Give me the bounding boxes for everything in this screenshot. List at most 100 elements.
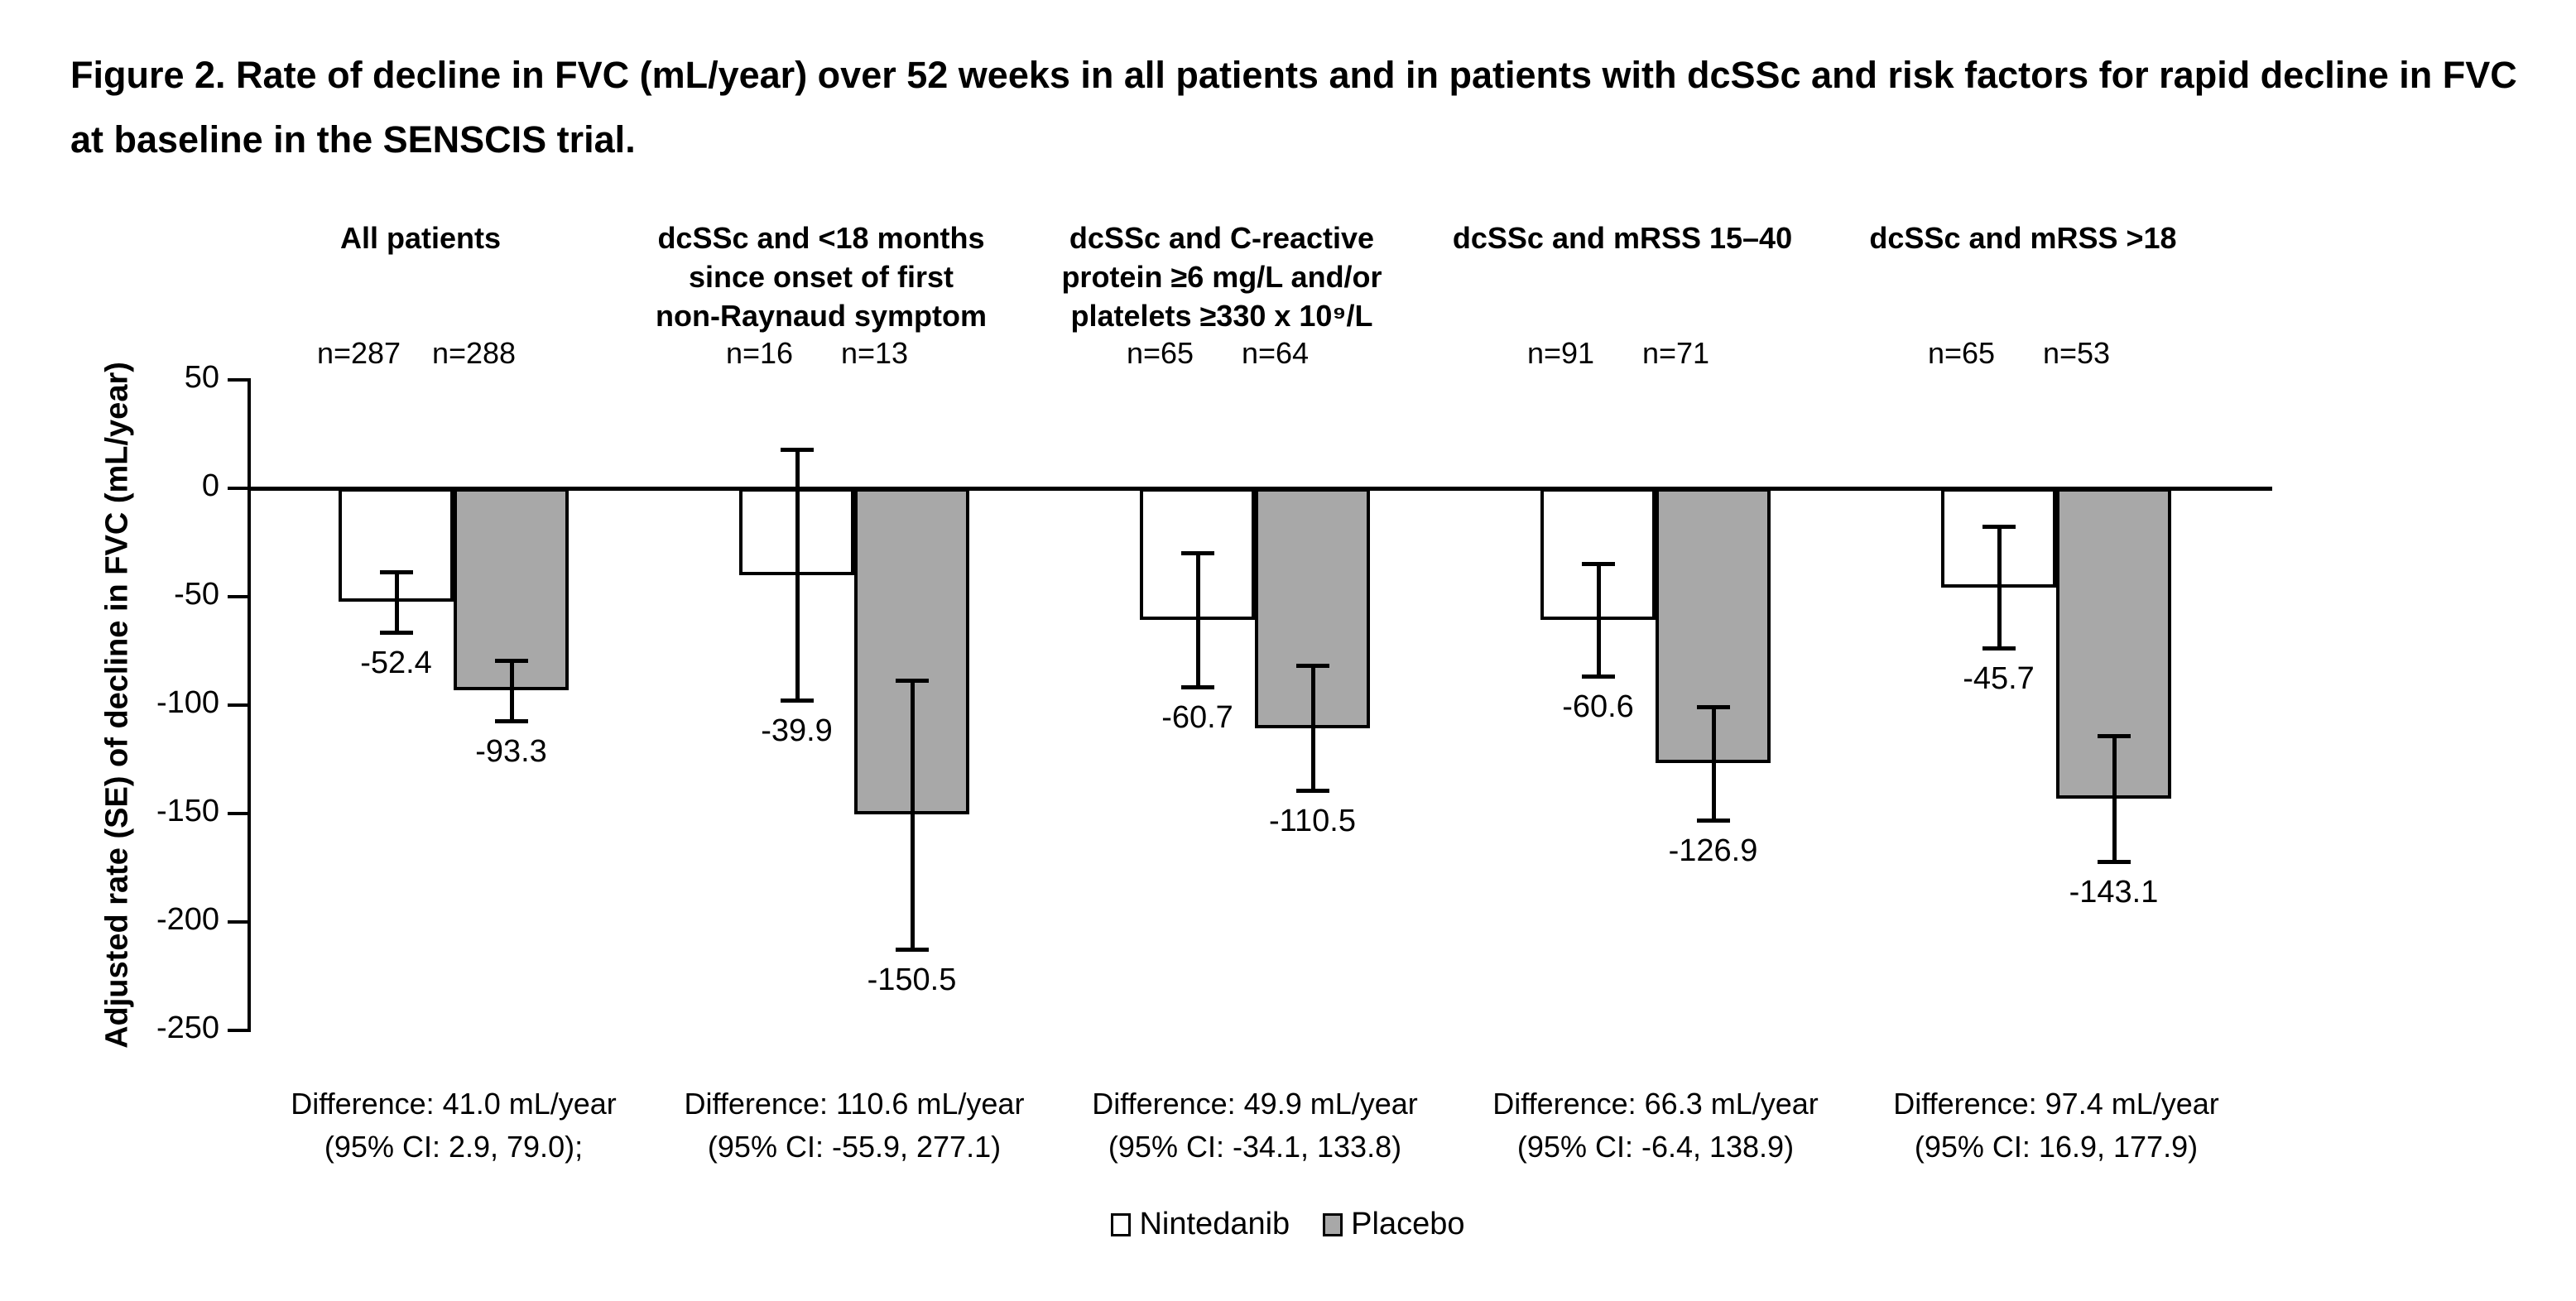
placebo-swatch-icon [1323, 1212, 1343, 1236]
value-label: -93.3 [475, 734, 547, 770]
error-bar-line [394, 571, 399, 632]
legend-label-nintedanib: Nintedanib [1139, 1207, 1290, 1241]
difference-line: (95% CI: 16.9, 177.9) [1914, 1130, 2199, 1164]
y-tick-label: -50 [174, 577, 219, 612]
error-bar-cap [1295, 663, 1329, 668]
y-tick-label: 0 [201, 468, 219, 503]
n-label: n=71 [1641, 336, 1710, 370]
error-bar-line [910, 679, 915, 949]
difference-line: Difference: 41.0 mL/year [291, 1087, 617, 1121]
value-label: -52.4 [360, 645, 432, 680]
nintedanib-swatch-icon [1111, 1212, 1132, 1236]
error-bar-cap [1295, 789, 1329, 794]
error-bar-cap [379, 630, 413, 635]
y-tick-label: -250 [156, 1011, 219, 1045]
error-bar-cap [494, 719, 528, 724]
error-bar-cap [1696, 818, 1730, 823]
zero-baseline [251, 487, 2272, 491]
n-label: n=65 [1927, 336, 1996, 370]
error-bar-cap [1982, 525, 2016, 530]
y-tick-label: -150 [156, 794, 219, 828]
y-tick-mark [228, 1029, 248, 1032]
difference-line: (95% CI: -55.9, 277.1) [707, 1130, 1002, 1164]
y-tick-label: 50 [184, 360, 219, 395]
group-header-line: dcSSc and <18 months [657, 221, 985, 255]
difference-text: Difference: 66.3 mL/year (95% CI: -6.4, 1… [1374, 1083, 1937, 1169]
n-label: n=13 [840, 336, 909, 370]
legend-item-placebo: Placebo [1323, 1207, 1465, 1242]
y-tick-mark [228, 487, 248, 490]
group-header: dcSSc and mRSS >18 [1775, 218, 2271, 257]
error-bar-cap [1982, 646, 2016, 651]
y-tick-label: -200 [156, 902, 219, 937]
difference-line: Difference: 110.6 mL/year [684, 1087, 1025, 1121]
n-label: n=64 [1241, 336, 1310, 370]
group-header-line: platelets ≥330 x 10⁹/L [1070, 299, 1373, 333]
error-bar-line [1596, 563, 1601, 676]
n-label: n=287 [316, 336, 401, 370]
error-bar-line [2112, 735, 2117, 862]
error-bar-cap [780, 447, 814, 452]
n-label: n=288 [431, 336, 517, 370]
error-bar-line [795, 449, 800, 701]
n-label: n=91 [1526, 336, 1595, 370]
group-header-line: protein ≥6 mg/L and/or [1061, 260, 1382, 294]
group-header-line: dcSSc and mRSS 15–40 [1452, 221, 1793, 255]
group-header-line: dcSSc and mRSS >18 [1869, 221, 2177, 255]
y-tick-mark [228, 703, 248, 707]
difference-line: Difference: 66.3 mL/year [1492, 1087, 1819, 1121]
group-header-line: since onset of first [688, 260, 954, 294]
y-tick-mark [228, 378, 248, 382]
error-bar-line [1997, 526, 2002, 649]
n-label: n=16 [725, 336, 794, 370]
value-label: -60.6 [1562, 689, 1634, 724]
difference-text: Difference: 41.0 mL/year (95% CI: 2.9, 79… [172, 1083, 735, 1169]
value-label: -60.7 [1161, 700, 1233, 736]
error-bar-line [1310, 665, 1315, 791]
error-bar-cap [494, 658, 528, 663]
difference-line: Difference: 49.9 mL/year [1092, 1087, 1418, 1121]
legend-label-placebo: Placebo [1351, 1207, 1465, 1241]
n-label: n=53 [2042, 336, 2111, 370]
y-tick-mark [228, 812, 248, 815]
error-bar-cap [1180, 685, 1214, 690]
error-bar-cap [780, 699, 814, 703]
error-bar-cap [895, 678, 929, 683]
bar-placebo [1255, 488, 1370, 728]
chart-legend: Nintedanib Placebo [0, 1207, 2576, 1242]
y-axis-line [248, 378, 251, 1032]
group-header: All patients [172, 218, 669, 257]
y-tick-label: -100 [156, 685, 219, 720]
error-bar-cap [1180, 550, 1214, 555]
group-header: dcSSc and <18 months since onset of first… [573, 218, 1069, 335]
legend-item-nintedanib: Nintedanib [1111, 1207, 1290, 1242]
error-bar-cap [1581, 561, 1615, 566]
value-label: -150.5 [867, 962, 957, 997]
y-tick-mark [228, 920, 248, 924]
difference-line: (95% CI: -34.1, 133.8) [1108, 1130, 1402, 1164]
difference-line: Difference: 97.4 mL/year [1893, 1087, 2219, 1121]
value-label: -110.5 [1269, 804, 1356, 839]
error-bar-cap [2097, 859, 2131, 864]
value-label: -39.9 [761, 713, 833, 749]
difference-line: (95% CI: -6.4, 138.9) [1516, 1130, 1795, 1164]
group-header-line: dcSSc and C-reactive [1069, 221, 1375, 255]
error-bar-cap [379, 569, 413, 574]
value-label: -143.1 [2069, 874, 2159, 910]
difference-text: Difference: 110.6 mL/year (95% CI: -55.9,… [573, 1083, 1136, 1169]
error-bar-cap [1581, 674, 1615, 679]
figure-title: Figure 2. Rate of decline in FVC (mL/yea… [70, 54, 2517, 161]
error-bar-cap [1696, 705, 1730, 710]
bar-placebo [1656, 488, 1771, 764]
error-bar-line [1195, 552, 1200, 688]
y-tick-mark [228, 595, 248, 598]
n-label: n=65 [1126, 336, 1194, 370]
difference-text: Difference: 49.9 mL/year (95% CI: -34.1, … [973, 1083, 1536, 1169]
group-header-line: All patients [339, 221, 502, 255]
value-label: -126.9 [1668, 833, 1758, 868]
difference-line: (95% CI: 2.9, 79.0); [324, 1130, 584, 1164]
group-header: dcSSc and mRSS 15–40 [1374, 218, 1871, 257]
difference-text: Difference: 97.4 mL/year (95% CI: 16.9, 1… [1775, 1083, 2338, 1169]
